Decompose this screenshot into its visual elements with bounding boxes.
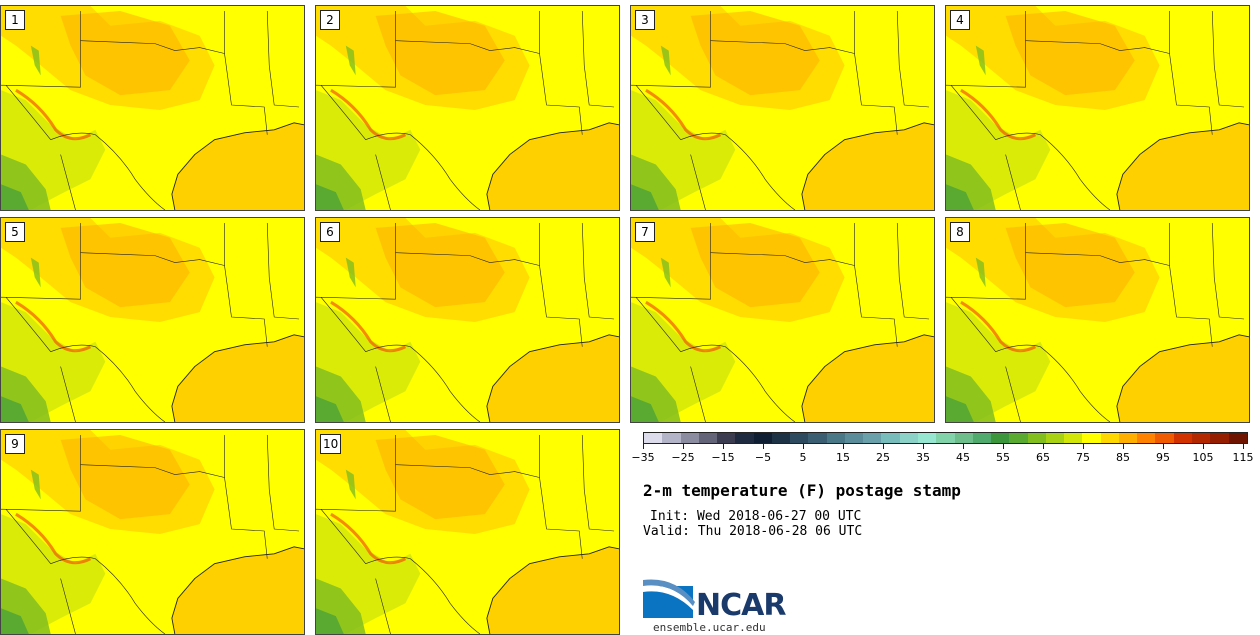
colorbar-segment (1228, 433, 1247, 443)
colorbar-segment (698, 433, 718, 443)
colorbar-segment (1082, 433, 1101, 443)
ncar-logo-text: NCAR (696, 588, 786, 623)
colorbar-segment (863, 433, 882, 443)
colorbar-tick (1003, 444, 1004, 449)
figure-title: 2-m temperature (F) postage stamp (643, 481, 961, 500)
colorbar-segment (1191, 433, 1211, 443)
colorbar-tick (723, 444, 724, 449)
colorbar-tick-label: 5 (799, 451, 807, 464)
colorbar-tick (1043, 444, 1044, 449)
init-time: Init: Wed 2018-06-27 00 UTC (650, 509, 862, 524)
ncar-logo-icon (643, 579, 695, 618)
colorbar-tick (763, 444, 764, 449)
ensemble-member-map-4: 4 (945, 5, 1250, 211)
ensemble-member-map-9: 9 (0, 429, 305, 635)
colorbar-segment (899, 433, 918, 443)
colorbar-tick (883, 444, 884, 449)
colorbar-segment (1210, 433, 1229, 443)
member-number-label: 3 (635, 10, 655, 30)
temperature-colorbar (643, 432, 1248, 444)
colorbar-tick (683, 444, 684, 449)
colorbar-tick-label: −5 (754, 451, 772, 464)
colorbar-tick-label: 95 (1156, 451, 1170, 464)
colorbar-tick (1163, 444, 1164, 449)
colorbar-tick-label: 45 (956, 451, 970, 464)
member-number-label: 2 (320, 10, 340, 30)
colorbar-segment (844, 433, 864, 443)
colorbar-segment (1027, 433, 1046, 443)
colorbar-segment (771, 433, 791, 443)
colorbar-segment (972, 433, 992, 443)
colorbar-segment (881, 433, 900, 443)
colorbar-tick-label: −35 (631, 451, 655, 464)
colorbar-segment (826, 433, 845, 443)
colorbar-ticks: −35 −25 −15 −5 5 15 25 35 45 55 65 75 85 95 105 115 (631, 444, 1254, 466)
ensemble-member-map-3: 3 (630, 5, 935, 211)
valid-time: Valid: Thu 2018-06-28 06 UTC (643, 524, 863, 539)
ensemble-member-map-6: 6 (315, 217, 620, 423)
colorbar-tick (843, 444, 844, 449)
ensemble-member-map-2: 2 (315, 5, 620, 211)
colorbar-segment (1173, 433, 1192, 443)
colorbar-tick (1243, 444, 1244, 449)
colorbar-tick (803, 444, 804, 449)
colorbar-tick (1083, 444, 1084, 449)
colorbar-tick-label: 55 (996, 451, 1010, 464)
ensemble-member-map-8: 8 (945, 217, 1250, 423)
ensemble-member-map-5: 5 (0, 217, 305, 423)
colorbar-tick (1123, 444, 1124, 449)
colorbar-segment (1137, 433, 1156, 443)
colorbar-segment (662, 433, 681, 443)
colorbar-tick-label: −25 (671, 451, 695, 464)
colorbar-tick-label: 85 (1116, 451, 1130, 464)
colorbar-segment (1045, 433, 1065, 443)
colorbar-segment (991, 433, 1010, 443)
member-number-label: 10 (320, 434, 342, 454)
colorbar-segment (717, 433, 736, 443)
ensemble-member-map-10: 10 (315, 429, 620, 635)
colorbar-tick (923, 444, 924, 449)
member-number-label: 5 (5, 222, 25, 242)
colorbar-segment (680, 433, 699, 443)
colorbar-segment (808, 433, 827, 443)
ensemble-url: ensemble.ucar.edu (653, 621, 766, 634)
ensemble-member-map-1: 1 (0, 5, 305, 211)
colorbar-tick (643, 444, 644, 449)
member-number-label: 1 (5, 10, 25, 30)
colorbar-segment (1155, 433, 1174, 443)
member-number-label: 6 (320, 222, 340, 242)
colorbar-tick-label: 105 (1192, 451, 1214, 464)
colorbar-segment (954, 433, 973, 443)
colorbar-tick-label: −15 (711, 451, 735, 464)
colorbar-tick (1203, 444, 1204, 449)
colorbar-segment (1009, 433, 1028, 443)
colorbar-segment (1118, 433, 1138, 443)
member-number-label: 8 (950, 222, 970, 242)
colorbar-tick-label: 25 (876, 451, 890, 464)
colorbar-segment (753, 433, 772, 443)
ensemble-member-map-7: 7 (630, 217, 935, 423)
colorbar-segment (735, 433, 754, 443)
member-number-label: 9 (5, 434, 25, 454)
colorbar-segment (936, 433, 955, 443)
colorbar-segment (644, 433, 663, 443)
member-number-label: 4 (950, 10, 970, 30)
colorbar-tick-label: 35 (916, 451, 930, 464)
colorbar-tick-label: 15 (836, 451, 850, 464)
colorbar-segment (917, 433, 937, 443)
colorbar-tick-label: 115 (1232, 451, 1254, 464)
colorbar-tick (963, 444, 964, 449)
colorbar-tick-label: 65 (1036, 451, 1050, 464)
colorbar-segment (1064, 433, 1083, 443)
colorbar-segment (1100, 433, 1119, 443)
colorbar-tick-label: 75 (1076, 451, 1090, 464)
member-number-label: 7 (635, 222, 655, 242)
colorbar-segment (790, 433, 809, 443)
